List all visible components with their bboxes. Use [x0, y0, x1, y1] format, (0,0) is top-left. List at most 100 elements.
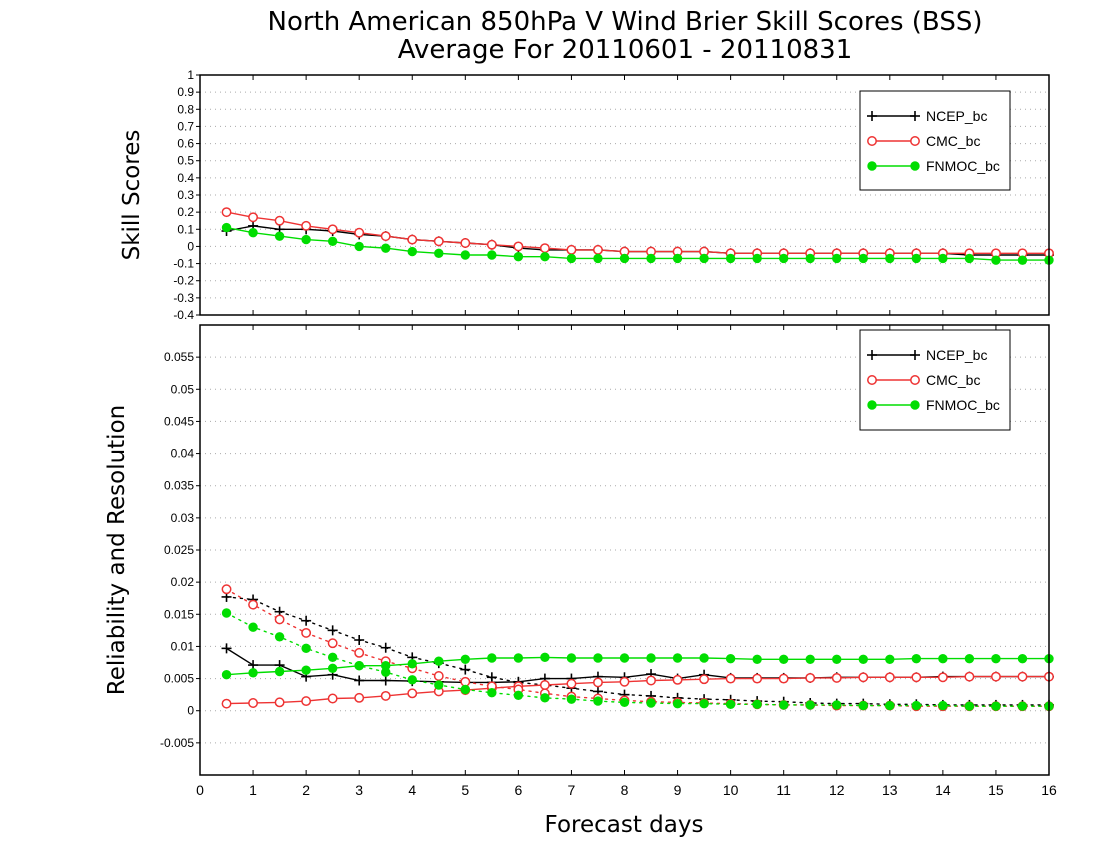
marker-fnmoc_bc [248, 622, 258, 632]
marker-ncep_bc [867, 111, 877, 121]
marker-fnmoc_bc [725, 699, 736, 709]
marker-cmc_bc [433, 236, 444, 247]
x-tick-label: 3 [355, 782, 363, 798]
marker-fnmoc_bc [964, 701, 975, 711]
marker-fnmoc_bc [327, 663, 338, 673]
marker-fnmoc_bc [964, 253, 975, 264]
marker-cmc_bc [725, 673, 736, 684]
marker-cmc_bc [566, 678, 577, 689]
marker-ncep_bc [867, 350, 877, 360]
legend: NCEP_bc CMC_bc FNMOC_bc [859, 90, 1011, 191]
marker-cmc_bc [937, 672, 948, 683]
y-tick-label: 0.005 [164, 672, 194, 686]
x-tick-label: 1 [249, 782, 257, 798]
marker-fnmoc_bc [593, 653, 603, 663]
marker-fnmoc_bc [513, 690, 524, 700]
marker-cmc_bc [831, 672, 842, 683]
legend-label-cmc_bc: CMC_bc [926, 372, 980, 388]
y-tick-label: 0.5 [177, 154, 194, 168]
marker-cmc_bc [646, 675, 656, 686]
y-tick-label: 0.055 [164, 350, 194, 364]
marker-fnmoc_bc [752, 253, 762, 264]
y-tick-label: 0 [187, 704, 194, 718]
marker-cmc_bc [274, 215, 285, 226]
marker-fnmoc_bc [540, 693, 550, 703]
y-tick-label: 0.015 [164, 607, 194, 621]
chart-title: North American 850hPa V Wind Brier Skill… [268, 7, 983, 37]
marker-fnmoc_bc [434, 656, 444, 666]
marker-fnmoc_bc [566, 253, 577, 264]
x-tick-label: 6 [514, 782, 522, 798]
marker-ncep_bc [910, 111, 920, 121]
marker-fnmoc_bc [1017, 701, 1028, 711]
marker-fnmoc_bc [805, 654, 815, 664]
marker-fnmoc_bc [752, 654, 762, 664]
marker-cmc_bc [910, 136, 920, 146]
marker-fnmoc_bc [885, 253, 895, 264]
marker-cmc_bc [274, 697, 285, 708]
marker-cmc_bc [699, 674, 710, 685]
marker-cmc_bc [867, 375, 877, 385]
marker-fnmoc_bc [938, 653, 948, 664]
marker-fnmoc_bc [646, 653, 656, 663]
marker-fnmoc_bc [778, 253, 789, 264]
marker-fnmoc_bc [805, 253, 815, 264]
chart-subtitle: Average For 20110601 - 20110831 [398, 35, 853, 65]
marker-fnmoc_bc [274, 231, 285, 241]
marker-fnmoc_bc [221, 222, 232, 233]
marker-fnmoc_bc [858, 700, 868, 711]
marker-fnmoc_bc [593, 696, 603, 706]
marker-fnmoc_bc [672, 698, 683, 709]
legend-label-cmc_bc: CMC_bc [926, 133, 980, 149]
marker-fnmoc_bc [805, 700, 815, 710]
x-tick-label: 16 [1041, 782, 1057, 798]
marker-ncep_bc [354, 635, 365, 645]
marker-fnmoc_bc [646, 698, 656, 708]
marker-fnmoc_bc [1017, 255, 1028, 265]
marker-fnmoc_bc [407, 246, 417, 257]
marker-ncep_bc [380, 642, 391, 653]
marker-fnmoc_bc [858, 654, 868, 664]
marker-fnmoc_bc [619, 697, 630, 708]
marker-cmc_bc [964, 671, 975, 682]
marker-fnmoc_bc [619, 253, 630, 264]
marker-cmc_bc [354, 647, 365, 658]
marker-cmc_bc [867, 136, 877, 146]
marker-cmc_bc [619, 676, 630, 687]
marker-fnmoc_bc [964, 653, 975, 664]
marker-fnmoc_bc [991, 255, 1001, 265]
marker-ncep_bc [460, 664, 471, 675]
y-tick-label: 0.01 [171, 639, 195, 653]
marker-fnmoc_bc [910, 400, 920, 410]
y-tick-label: -0.4 [173, 308, 194, 322]
marker-fnmoc_bc [301, 665, 311, 675]
marker-cmc_bc [858, 672, 869, 683]
marker-fnmoc_bc [407, 659, 417, 669]
y-tick-label: 0.2 [177, 205, 194, 219]
x-tick-label: 12 [829, 782, 845, 798]
x-tick-label: 10 [723, 782, 739, 798]
bottom-y-axis-label: Reliability and Resolution [104, 405, 130, 695]
marker-fnmoc_bc [725, 653, 736, 664]
marker-fnmoc_bc [487, 653, 497, 663]
marker-cmc_bc [354, 227, 365, 238]
marker-fnmoc_bc [646, 253, 656, 264]
marker-fnmoc_bc [910, 161, 920, 171]
marker-fnmoc_bc [460, 684, 471, 695]
marker-ncep_bc [380, 675, 391, 686]
top-y-axis-label: Skill Scores [119, 130, 145, 261]
marker-fnmoc_bc [867, 161, 877, 171]
marker-ncep_bc [486, 672, 497, 683]
marker-cmc_bc [539, 680, 550, 690]
x-tick-label: 8 [621, 782, 629, 798]
marker-fnmoc_bc [991, 701, 1001, 711]
marker-fnmoc_bc [566, 694, 577, 704]
y-tick-label: 0.025 [164, 543, 194, 557]
marker-cmc_bc [407, 234, 418, 245]
marker-cmc_bc [513, 241, 524, 252]
marker-fnmoc_bc [221, 608, 232, 618]
marker-cmc_bc [301, 220, 312, 231]
y-tick-label: -0.2 [173, 274, 194, 288]
marker-fnmoc_bc [832, 253, 842, 264]
